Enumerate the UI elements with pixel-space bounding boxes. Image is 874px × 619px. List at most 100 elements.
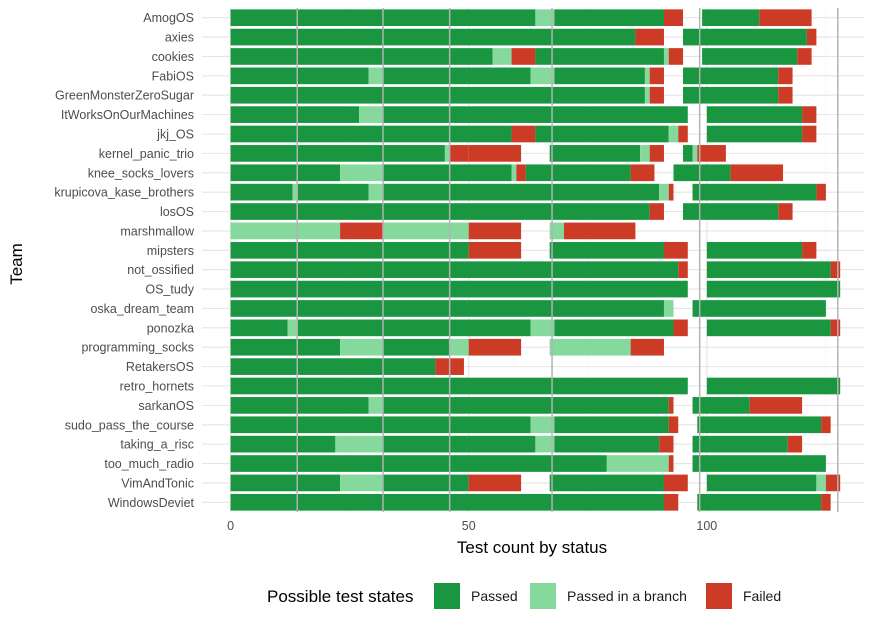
x-tick-label: 100	[696, 519, 717, 533]
bar-segment-passed-in-branch	[530, 416, 555, 434]
bar-segment-passed-in-branch	[492, 48, 512, 65]
legend-item: Failed	[706, 583, 781, 609]
bar-segment-failed	[797, 48, 812, 65]
bar-row	[230, 203, 793, 220]
bar-segment-passed	[692, 397, 750, 414]
y-tick-label: ponozka	[147, 321, 194, 335]
bar-segment-passed	[683, 28, 807, 46]
bar-segment-passed-in-branch	[644, 86, 650, 104]
bar-segment-failed	[563, 222, 636, 240]
bar-row	[230, 319, 841, 337]
bar-segment-passed-in-branch	[340, 164, 383, 182]
y-tick-label: WindowsDeviet	[108, 496, 195, 510]
bar-segment-failed	[468, 145, 522, 162]
bar-segment-passed	[230, 435, 336, 453]
y-tick-label: marshmallow	[120, 224, 195, 238]
x-axis-title: Test count by status	[457, 538, 607, 557]
bar-row	[230, 67, 793, 85]
bar-segment-passed	[683, 67, 779, 85]
bar-segment-passed	[692, 435, 788, 453]
bar-segment-passed-in-branch	[816, 474, 826, 492]
bar-segment-failed	[668, 48, 684, 65]
bar-segment-failed	[668, 416, 679, 434]
bar-segment-passed	[549, 145, 641, 162]
bar-segment-passed	[230, 48, 493, 65]
y-tick-label: programming_socks	[81, 341, 194, 355]
bar-segment-failed	[802, 106, 817, 123]
bar-segment-passed-in-branch	[659, 183, 669, 201]
bar-row	[230, 338, 664, 356]
bar-row	[230, 397, 803, 414]
bar-segment-passed	[702, 48, 798, 65]
bar-row	[230, 183, 826, 201]
bar-segment-failed	[663, 241, 688, 259]
legend-label: Passed	[471, 588, 518, 604]
bar-segment-failed	[673, 319, 688, 337]
bar-segment-passed-in-branch	[663, 48, 669, 65]
y-tick-label: mipsters	[147, 244, 194, 258]
bar-segment-passed	[230, 300, 664, 317]
bar-segment-failed	[697, 145, 726, 162]
bar-row	[230, 222, 636, 240]
bar-segment-failed	[759, 9, 812, 27]
y-tick-label: knee_socks_lovers	[88, 166, 194, 180]
bar-row	[230, 164, 784, 182]
bar-segment-passed-in-branch	[644, 67, 650, 85]
bar-row	[230, 9, 812, 27]
bar-segment-passed	[382, 67, 531, 85]
y-tick-label: too_much_radio	[104, 457, 194, 471]
bar-segment-failed	[778, 86, 793, 104]
bar-segment-passed	[706, 377, 841, 395]
bar-row	[230, 261, 841, 279]
bar-segment-passed	[382, 164, 512, 182]
bar-segment-passed	[382, 474, 469, 492]
legend-label: Failed	[743, 588, 781, 604]
bar-segment-passed	[683, 145, 693, 162]
bar-segment-passed	[692, 183, 817, 201]
legend-title: Possible test states	[267, 587, 413, 606]
bar-segment-failed	[678, 261, 688, 279]
bar-segment-failed	[830, 319, 841, 337]
bar-segment-failed	[649, 145, 664, 162]
y-tick-label: GreenMonsterZeroSugar	[55, 89, 194, 103]
bar-row	[230, 493, 831, 511]
bar-segment-passed-in-branch	[382, 222, 469, 240]
bar-segment-failed	[806, 28, 817, 46]
bar-segment-failed	[668, 455, 674, 472]
bars	[230, 9, 841, 511]
bar-segment-passed-in-branch	[340, 338, 383, 356]
bar-segment-passed	[702, 9, 760, 27]
bar-segment-passed	[554, 67, 645, 85]
legend-label: Passed in a branch	[567, 588, 687, 604]
bar-segment-passed	[706, 319, 831, 337]
bar-row	[230, 455, 826, 472]
y-tick-label: VimAndTonic	[121, 476, 194, 490]
bar-row	[230, 377, 841, 395]
y-tick-label: RetakersOS	[126, 360, 194, 374]
bar-segment-failed	[663, 474, 688, 492]
bar-segment-passed	[382, 397, 669, 414]
y-tick-label: AmogOS	[143, 11, 194, 25]
bar-segment-passed	[554, 319, 674, 337]
y-axis-title: Team	[7, 243, 26, 285]
bar-segment-passed	[230, 280, 688, 298]
legend-swatch	[434, 583, 460, 609]
bar-segment-failed	[649, 86, 664, 104]
y-tick-label: oska_dream_team	[90, 302, 194, 316]
bar-row	[230, 48, 812, 65]
bar-segment-failed	[678, 125, 688, 143]
bar-segment-passed	[706, 241, 803, 259]
y-tick-label: ItWorksOnOurMachines	[61, 108, 194, 122]
bar-segment-failed	[635, 28, 664, 46]
y-tick-label: axies	[165, 31, 194, 45]
bar-row	[230, 86, 793, 104]
y-tick-labels: AmogOS axies cookies FabiOS GreenMonsterZero…	[54, 11, 195, 510]
bar-segment-passed-in-branch	[340, 474, 383, 492]
bar-segment-failed	[340, 222, 383, 240]
bar-row	[230, 241, 817, 259]
bar-segment-passed	[230, 125, 512, 143]
bar-segment-passed-in-branch	[606, 455, 669, 472]
bar-segment-passed	[692, 300, 826, 317]
bar-segment-passed	[683, 86, 779, 104]
bar-segment-failed	[668, 397, 674, 414]
